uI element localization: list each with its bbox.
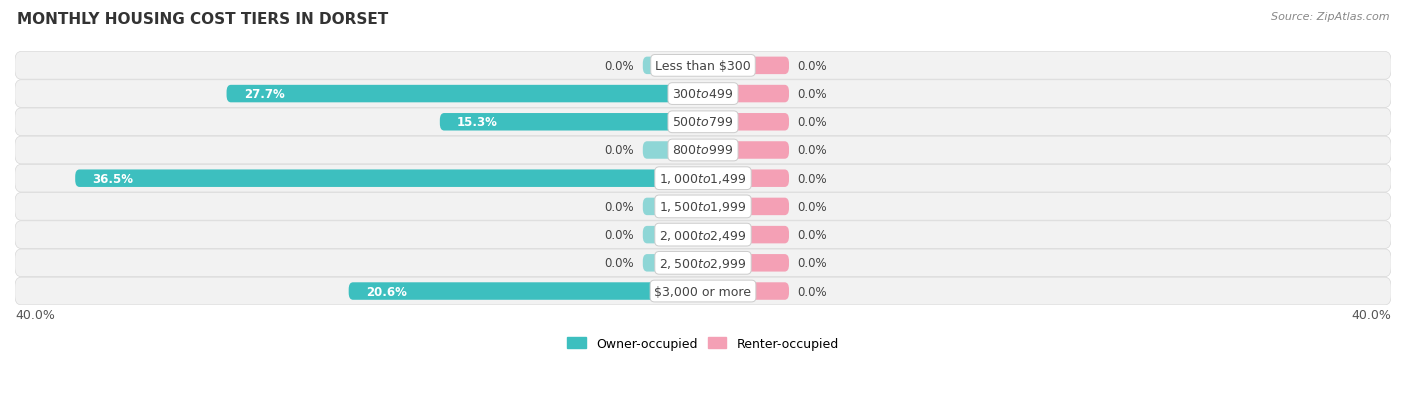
Text: 0.0%: 0.0%	[605, 228, 634, 242]
Legend: Owner-occupied, Renter-occupied: Owner-occupied, Renter-occupied	[562, 332, 844, 355]
Text: 0.0%: 0.0%	[797, 60, 827, 73]
Text: $800 to $999: $800 to $999	[672, 144, 734, 157]
FancyBboxPatch shape	[15, 278, 1391, 305]
FancyBboxPatch shape	[15, 249, 1391, 277]
FancyBboxPatch shape	[703, 226, 789, 244]
FancyBboxPatch shape	[15, 193, 1391, 221]
FancyBboxPatch shape	[226, 85, 703, 103]
Text: 0.0%: 0.0%	[797, 172, 827, 185]
Text: Less than $300: Less than $300	[655, 60, 751, 73]
FancyBboxPatch shape	[703, 142, 789, 159]
FancyBboxPatch shape	[15, 165, 1391, 192]
Text: 0.0%: 0.0%	[605, 60, 634, 73]
Text: 0.0%: 0.0%	[797, 285, 827, 298]
FancyBboxPatch shape	[440, 114, 703, 131]
Text: $300 to $499: $300 to $499	[672, 88, 734, 101]
Text: $2,500 to $2,999: $2,500 to $2,999	[659, 256, 747, 270]
FancyBboxPatch shape	[643, 198, 703, 216]
Text: 40.0%: 40.0%	[1351, 308, 1391, 321]
Text: $1,500 to $1,999: $1,500 to $1,999	[659, 200, 747, 214]
FancyBboxPatch shape	[643, 142, 703, 159]
FancyBboxPatch shape	[15, 52, 1391, 80]
Text: $3,000 or more: $3,000 or more	[655, 285, 751, 298]
FancyBboxPatch shape	[703, 170, 789, 188]
Text: 0.0%: 0.0%	[797, 88, 827, 101]
Text: $1,000 to $1,499: $1,000 to $1,499	[659, 172, 747, 186]
FancyBboxPatch shape	[643, 254, 703, 272]
FancyBboxPatch shape	[643, 57, 703, 75]
Text: 0.0%: 0.0%	[605, 144, 634, 157]
Text: 40.0%: 40.0%	[15, 308, 55, 321]
Text: MONTHLY HOUSING COST TIERS IN DORSET: MONTHLY HOUSING COST TIERS IN DORSET	[17, 12, 388, 27]
FancyBboxPatch shape	[75, 170, 703, 188]
Text: 36.5%: 36.5%	[93, 172, 134, 185]
Text: 15.3%: 15.3%	[457, 116, 498, 129]
FancyBboxPatch shape	[703, 114, 789, 131]
Text: 0.0%: 0.0%	[797, 257, 827, 270]
Text: 0.0%: 0.0%	[605, 200, 634, 214]
FancyBboxPatch shape	[703, 282, 789, 300]
FancyBboxPatch shape	[15, 221, 1391, 249]
FancyBboxPatch shape	[15, 109, 1391, 136]
Text: 0.0%: 0.0%	[605, 257, 634, 270]
FancyBboxPatch shape	[703, 254, 789, 272]
Text: 0.0%: 0.0%	[797, 116, 827, 129]
FancyBboxPatch shape	[643, 226, 703, 244]
Text: 27.7%: 27.7%	[243, 88, 284, 101]
Text: 20.6%: 20.6%	[366, 285, 406, 298]
Text: $2,000 to $2,499: $2,000 to $2,499	[659, 228, 747, 242]
Text: $500 to $799: $500 to $799	[672, 116, 734, 129]
Text: Source: ZipAtlas.com: Source: ZipAtlas.com	[1271, 12, 1389, 22]
Text: 0.0%: 0.0%	[797, 200, 827, 214]
FancyBboxPatch shape	[703, 57, 789, 75]
FancyBboxPatch shape	[15, 81, 1391, 108]
FancyBboxPatch shape	[349, 282, 703, 300]
FancyBboxPatch shape	[15, 137, 1391, 164]
FancyBboxPatch shape	[703, 85, 789, 103]
Text: 0.0%: 0.0%	[797, 144, 827, 157]
FancyBboxPatch shape	[703, 198, 789, 216]
Text: 0.0%: 0.0%	[797, 228, 827, 242]
